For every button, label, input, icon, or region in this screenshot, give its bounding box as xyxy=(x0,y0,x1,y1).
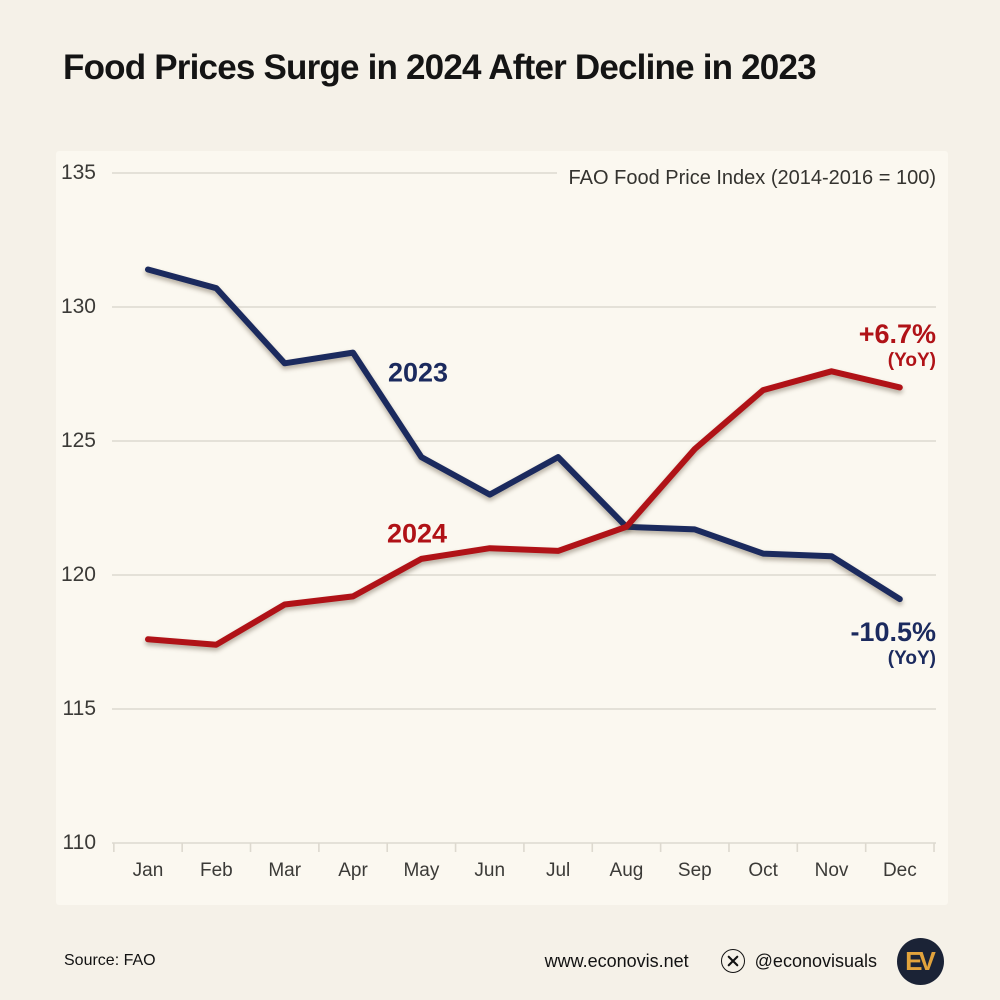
x-tick-apr: Apr xyxy=(338,860,368,881)
x-social-icon xyxy=(720,949,745,973)
annotation-2024-yoy: +6.7% (YoY) xyxy=(859,320,936,371)
footer: Source: FAO www.econovis.net @econovisua… xyxy=(0,936,1000,986)
annotation-2024-value: +6.7% xyxy=(858,319,936,349)
footer-branding: www.econovis.net @econovisuals EV xyxy=(545,936,944,986)
website-url: www.econovis.net xyxy=(544,950,689,971)
y-tick-115: 115 xyxy=(62,697,96,720)
series-label-2023: 2023 xyxy=(387,357,449,388)
x-tick-sep: Sep xyxy=(677,860,712,881)
chart-title: Food Prices Surge in 2024 After Decline … xyxy=(63,48,817,87)
econovis-logo-text: EV xyxy=(905,945,936,976)
annotation-2023-yoy: -10.5% (YoY) xyxy=(850,618,936,669)
plot-background xyxy=(56,151,948,905)
x-tick-aug: Aug xyxy=(609,860,644,881)
x-tick-may: May xyxy=(403,860,440,881)
x-tick-jun: Jun xyxy=(474,860,506,881)
y-tick-120: 120 xyxy=(60,563,96,586)
chart-subtitle: FAO Food Price Index (2014-2016 = 100) xyxy=(556,166,936,190)
y-tick-135: 135 xyxy=(60,161,96,184)
x-tick-nov: Nov xyxy=(814,860,849,881)
annotation-2023-sub: (YoY) xyxy=(887,648,936,669)
x-tick-oct: Oct xyxy=(748,860,778,881)
x-tick-feb: Feb xyxy=(199,860,233,881)
y-tick-125: 125 xyxy=(60,429,96,452)
x-tick-jul: Jul xyxy=(545,860,571,881)
y-tick-130: 130 xyxy=(60,295,96,318)
x-tick-dec: Dec xyxy=(882,860,917,881)
econovis-logo: EV xyxy=(897,937,944,985)
social-handle: @econovisuals xyxy=(754,950,877,971)
annotation-2023-value: -10.5% xyxy=(850,617,936,647)
series-label-2024: 2024 xyxy=(386,518,448,549)
annotation-2024-sub: (YoY) xyxy=(887,350,936,371)
x-tick-jan: Jan xyxy=(132,860,164,881)
source-credit: Source: FAO xyxy=(64,952,156,969)
x-tick-mar: Mar xyxy=(268,860,302,881)
y-tick-110: 110 xyxy=(62,831,96,854)
